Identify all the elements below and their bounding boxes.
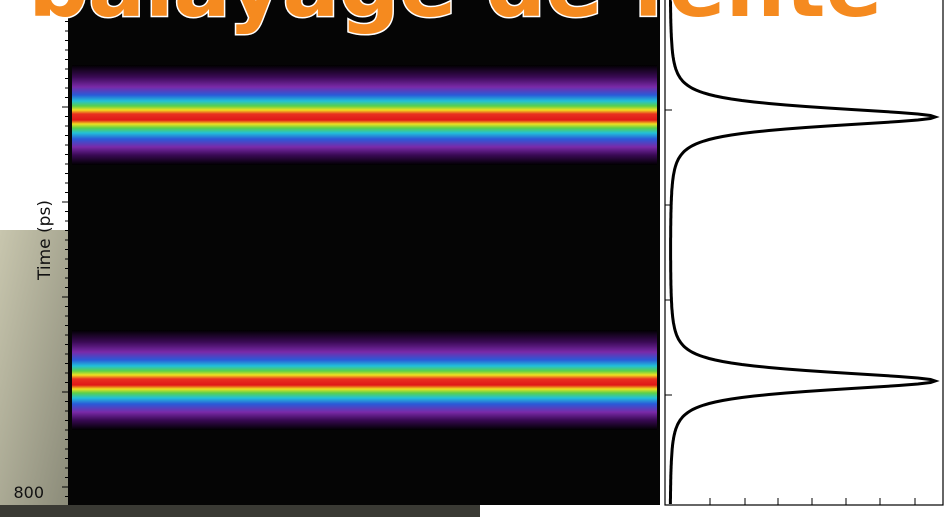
profile-ticks bbox=[665, 109, 916, 505]
streak-band bbox=[72, 330, 657, 430]
streak-band bbox=[72, 65, 657, 165]
profile-plot bbox=[664, 0, 944, 506]
profile-curve bbox=[668, 0, 940, 504]
y-axis-label: Time (ps) bbox=[35, 200, 55, 281]
y-tick-label: 800 bbox=[13, 483, 44, 502]
slide-title: r balayage de fente bbox=[0, 0, 882, 36]
background-photo bbox=[0, 230, 68, 517]
background-photo bbox=[0, 505, 480, 517]
y-ticks bbox=[62, 11, 68, 497]
